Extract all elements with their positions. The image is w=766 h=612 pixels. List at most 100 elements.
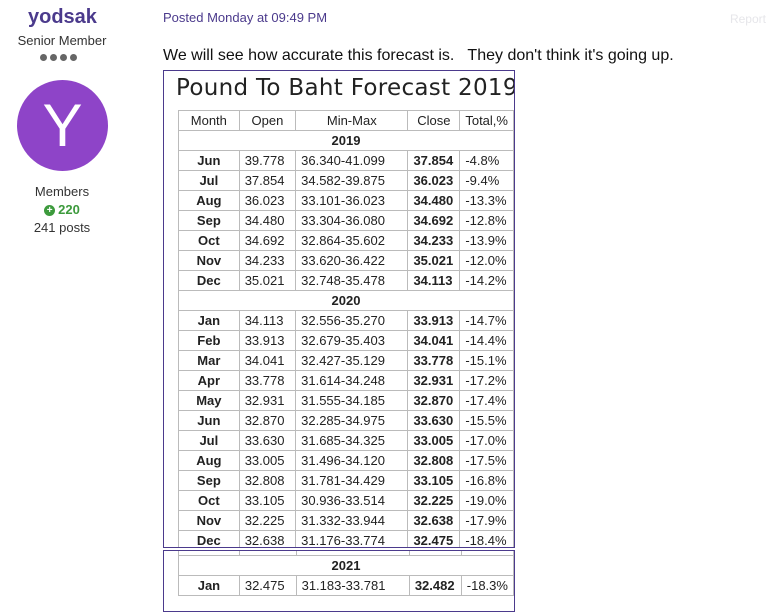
table-row: Oct 33.105 30.936-33.514 32.225 -19.0%	[178, 490, 514, 511]
open-cell: 32.870	[238, 410, 297, 431]
total-cell: -18.3%	[460, 575, 514, 596]
close-cell: 34.692	[407, 210, 461, 231]
open-cell: 32.638	[238, 530, 297, 547]
open-cell: 32.225	[238, 510, 297, 531]
report-link[interactable]: Report	[729, 12, 766, 26]
open-cell: 34.113	[238, 310, 297, 331]
month-cell: Sep	[178, 470, 240, 491]
total-cell: -9.4%	[459, 170, 514, 191]
forecast-title: Pound To Baht Forecast 2019,	[176, 75, 515, 101]
column-header: Month	[178, 110, 240, 131]
table-row: Sep 34.480 33.304-36.080 34.692 -12.8%	[178, 210, 514, 231]
min-max-cell: 31.176-33.774	[295, 530, 409, 547]
table-row: Aug 33.005 31.496-34.120 32.808 -17.5%	[178, 450, 514, 471]
month-cell: Oct	[178, 490, 240, 511]
table-row: Oct 34.692 32.864-35.602 34.233 -13.9%	[178, 230, 514, 251]
open-cell: 35.021	[238, 270, 297, 291]
close-cell: 33.630	[407, 410, 461, 431]
author-username[interactable]: yodsak	[28, 6, 97, 28]
open-cell: 33.105	[238, 490, 297, 511]
min-max-cell: 36.340-41.099	[295, 150, 409, 171]
column-header: Close	[407, 110, 461, 131]
month-cell: Nov	[178, 250, 240, 271]
table-row: Mar 34.041 32.427-35.129 33.778 -15.1%	[178, 350, 514, 371]
table-row: Jan 34.113 32.556-35.270 33.913 -14.7%	[178, 310, 514, 331]
table-row: Jun 39.778 36.340-41.099 37.854 -4.8%	[178, 150, 514, 171]
min-max-cell: 31.555-34.185	[295, 390, 409, 411]
table-header-row: Month Open Min-Max Close Total,%	[178, 110, 514, 131]
open-cell: 34.233	[238, 250, 297, 271]
month-cell: Sep	[178, 210, 240, 231]
min-max-cell: 31.614-34.248	[295, 370, 409, 391]
table-row: Jul 33.630 31.685-34.325 33.005 -17.0%	[178, 430, 514, 451]
month-cell: Aug	[178, 190, 240, 211]
min-max-cell: 33.620-36.422	[295, 250, 409, 271]
open-cell: 33.005	[238, 450, 297, 471]
min-max-cell: 32.864-35.602	[295, 230, 409, 251]
plus-circle-icon: +	[44, 205, 56, 216]
min-max-cell: 33.304-36.080	[295, 210, 409, 231]
open-cell: 39.778	[238, 150, 297, 171]
forecast-image-2: 2021 Jan 32.475 31.183-33.781 32.482 -18.3%	[163, 550, 515, 612]
total-cell: -4.8%	[459, 150, 514, 171]
close-cell: 33.778	[407, 350, 461, 371]
min-max-cell: 31.496-34.120	[295, 450, 409, 471]
month-cell: May	[178, 390, 240, 411]
column-header: Open	[238, 110, 297, 131]
table-row: May 32.931 31.555-34.185 32.870 -17.4%	[178, 390, 514, 411]
total-cell: -17.5%	[459, 450, 514, 471]
month-cell: Jan	[178, 310, 240, 331]
total-cell: -18.4%	[459, 530, 514, 547]
month-cell: Aug	[178, 450, 240, 471]
close-cell: 32.931	[407, 370, 461, 391]
open-cell: 32.931	[238, 390, 297, 411]
min-max-cell: 30.936-33.514	[295, 490, 409, 511]
rank-pip	[40, 54, 47, 61]
open-cell: 33.630	[238, 430, 297, 451]
month-cell: Mar	[178, 350, 240, 371]
reputation-value: 220	[58, 202, 80, 217]
table-row: Aug 36.023 33.101-36.023 34.480 -13.3%	[178, 190, 514, 211]
month-cell: Jul	[178, 430, 240, 451]
post-body-text: We will see how accurate this forecast i…	[163, 47, 674, 64]
close-cell: 34.041	[407, 330, 461, 351]
total-cell: -14.2%	[459, 270, 514, 291]
min-max-cell: 32.679-35.403	[295, 330, 409, 351]
month-cell: Apr	[178, 370, 240, 391]
min-max-cell: 32.427-35.129	[295, 350, 409, 371]
table-row: Nov 32.225 31.332-33.944 32.638 -17.9%	[178, 510, 514, 531]
min-max-cell: 31.685-34.325	[295, 430, 409, 451]
close-cell: 32.475	[407, 530, 461, 547]
close-cell: 37.854	[407, 150, 461, 171]
total-cell: -17.0%	[459, 430, 514, 451]
total-cell: -16.8%	[459, 470, 514, 491]
column-header: Min-Max	[295, 110, 409, 131]
month-cell: Oct	[178, 230, 240, 251]
open-cell: 33.913	[238, 330, 297, 351]
min-max-cell: 32.748-35.478	[295, 270, 409, 291]
close-cell: 33.105	[407, 470, 461, 491]
table-row: Jul 37.854 34.582-39.875 36.023 -9.4%	[178, 170, 514, 191]
avatar[interactable]: Y	[17, 80, 108, 171]
total-cell: -19.0%	[459, 490, 514, 511]
table-row: Apr 33.778 31.614-34.248 32.931 -17.2%	[178, 370, 514, 391]
close-cell: 32.482	[408, 575, 462, 596]
forecast-table-continued: 2021 Jan 32.475 31.183-33.781 32.482 -18.3%	[178, 551, 514, 596]
min-max-cell: 31.183-33.781	[295, 575, 410, 596]
total-cell: -12.8%	[459, 210, 514, 231]
min-max-cell: 31.781-34.429	[295, 470, 409, 491]
min-max-cell: 32.285-34.975	[295, 410, 409, 431]
close-cell: 34.113	[407, 270, 461, 291]
close-cell: 34.233	[407, 230, 461, 251]
table-row: Dec 32.638 31.176-33.774 32.475 -18.4%	[178, 530, 514, 547]
year-row: 2020	[178, 290, 514, 311]
column-header: Total,%	[459, 110, 514, 131]
close-cell: 32.638	[407, 510, 461, 531]
month-cell: Jan	[178, 575, 240, 596]
rank-pip	[50, 54, 57, 61]
post-timestamp[interactable]: Posted Monday at 09:49 PM	[163, 10, 328, 25]
open-cell: 34.480	[238, 210, 297, 231]
total-cell: -15.1%	[459, 350, 514, 371]
total-cell: -13.9%	[459, 230, 514, 251]
table-row: Nov 34.233 33.620-36.422 35.021 -12.0%	[178, 250, 514, 271]
